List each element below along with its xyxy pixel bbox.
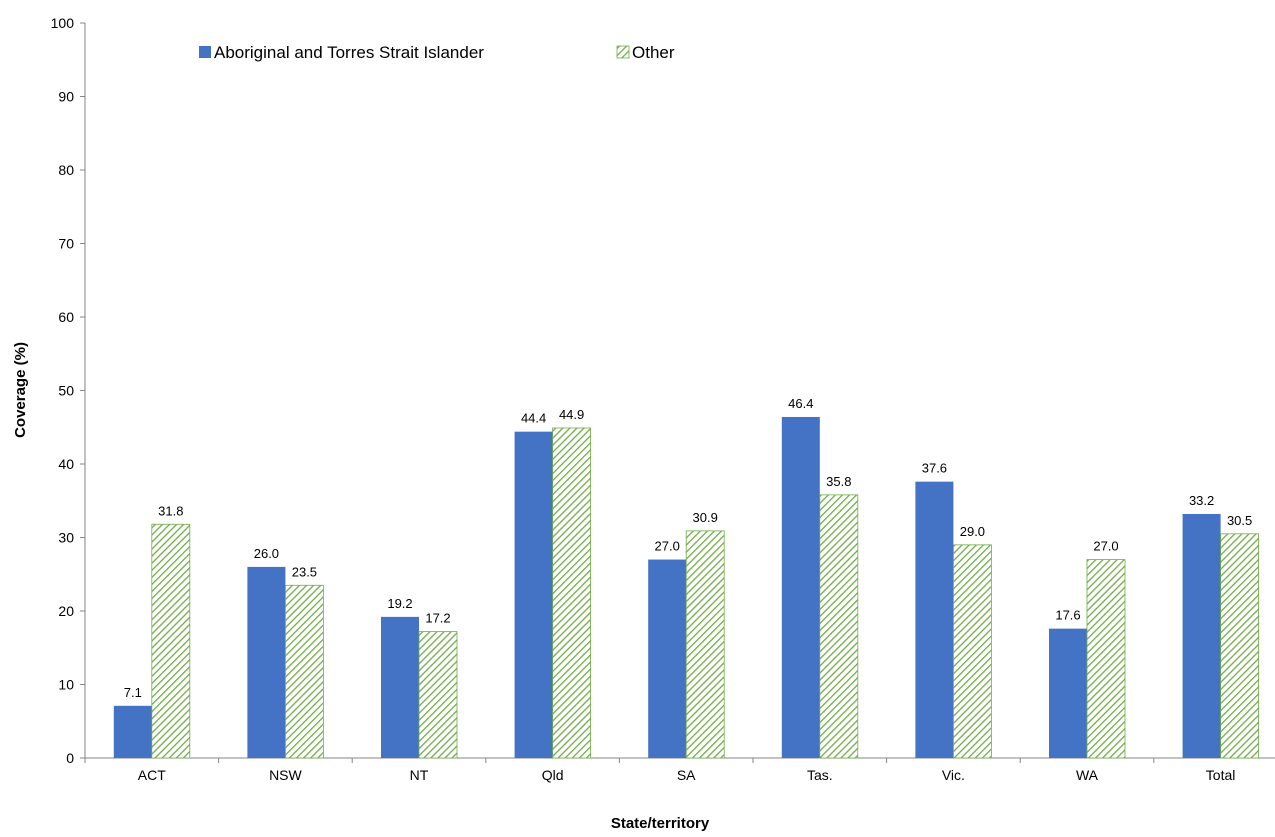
data-label-nsw-aboriginal-and-torres-strait-islander: 26.0 — [254, 546, 279, 561]
data-label-tas-aboriginal-and-torres-strait-islander: 46.4 — [788, 396, 813, 411]
x-axis-title: State/territory — [611, 815, 710, 832]
data-label-total-aboriginal-and-torres-strait-islander: 33.2 — [1189, 493, 1214, 508]
bar-qld-other — [552, 427, 591, 759]
bar-sa-aboriginal-and-torres-strait-islander — [648, 559, 687, 758]
x-tick-label-nsw: NSW — [269, 767, 302, 783]
y-axis: 0 10 20 30 40 50 60 70 80 90 100 — [51, 15, 86, 766]
y-tick-label: 50 — [58, 383, 74, 399]
data-label-wa-other: 27.0 — [1093, 539, 1118, 554]
y-tick-label: 60 — [58, 309, 74, 325]
bar-total-aboriginal-and-torres-strait-islander — [1182, 513, 1221, 758]
x-tick-label-act: ACT — [138, 767, 166, 783]
legend-label-other: Other — [632, 43, 675, 62]
bar-vic-aboriginal-and-torres-strait-islander — [915, 481, 954, 758]
bar-qld-aboriginal-and-torres-strait-islander — [514, 431, 553, 758]
y-tick-label: 20 — [58, 603, 74, 619]
bar-nt-aboriginal-and-torres-strait-islander — [381, 616, 419, 758]
data-label-tas-other: 35.8 — [826, 474, 851, 489]
bar-vic-other — [953, 544, 992, 759]
data-label-vic-other: 29.0 — [960, 524, 985, 539]
y-tick-label: 100 — [51, 15, 75, 31]
data-label-act-aboriginal-and-torres-strait-islander: 7.1 — [124, 685, 142, 700]
data-label-qld-aboriginal-and-torres-strait-islander: 44.4 — [521, 411, 546, 426]
y-tick-label: 80 — [58, 162, 74, 178]
x-tick-label-wa: WA — [1076, 767, 1099, 783]
bar-act-other — [151, 523, 191, 759]
data-label-wa-aboriginal-and-torres-strait-islander: 17.6 — [1055, 608, 1080, 623]
bar-tas-aboriginal-and-torres-strait-islander — [781, 416, 820, 758]
x-axis: ACT NSW NT Qld SA Tas. Vic. WA Total — [84, 757, 1275, 783]
data-labels: 7.1 31.8 26.0 23.5 19.2 17.2 44.4 44.9 27.0 30.9 4… — [124, 396, 1252, 700]
y-axis-title: Coverage (%) — [12, 342, 29, 438]
legend-swatch-aboriginal-and-torres-strait-islander — [199, 46, 211, 58]
bar-total-other — [1220, 533, 1259, 759]
bar-nt-other — [418, 631, 458, 759]
x-tick-label-total: Total — [1206, 767, 1236, 783]
bar-wa-other — [1086, 559, 1126, 759]
y-tick-label: 70 — [58, 236, 74, 252]
y-tick-label: 10 — [58, 677, 74, 693]
data-label-act-other: 31.8 — [158, 503, 183, 518]
bar-sa-other — [685, 530, 725, 759]
y-tick-label: 90 — [58, 89, 74, 105]
data-label-sa-aboriginal-and-torres-strait-islander: 27.0 — [655, 539, 680, 554]
y-tick-label: 0 — [66, 750, 74, 766]
data-label-total-other: 30.5 — [1227, 513, 1252, 528]
data-label-nt-aboriginal-and-torres-strait-islander: 19.2 — [387, 596, 412, 611]
data-label-vic-aboriginal-and-torres-strait-islander: 37.6 — [922, 461, 947, 476]
y-tick-label: 40 — [58, 456, 74, 472]
bar-act-aboriginal-and-torres-strait-islander — [113, 705, 152, 758]
bar-nsw-aboriginal-and-torres-strait-islander — [247, 566, 286, 758]
bar-wa-aboriginal-and-torres-strait-islander — [1049, 628, 1087, 758]
bar-tas-other — [819, 494, 859, 759]
bars — [113, 416, 1259, 759]
bar-nsw-other — [284, 584, 324, 759]
data-label-sa-other: 30.9 — [693, 510, 718, 525]
x-tick-label-tas: Tas. — [807, 767, 833, 783]
data-label-nsw-other: 23.5 — [292, 564, 317, 579]
legend-swatch-other — [616, 45, 630, 59]
x-tick-label-sa: SA — [677, 767, 696, 783]
x-tick-label-qld: Qld — [542, 767, 564, 783]
x-tick-label-vic: Vic. — [942, 767, 965, 783]
x-tick-label-nt: NT — [410, 767, 429, 783]
y-tick-label: 30 — [58, 530, 74, 546]
legend: Aboriginal and Torres Strait Islander Ot… — [199, 43, 675, 62]
data-label-nt-other: 17.2 — [425, 611, 450, 626]
legend-label-aboriginal-and-torres-strait-islander: Aboriginal and Torres Strait Islander — [214, 43, 484, 62]
data-label-qld-other: 44.9 — [559, 407, 584, 422]
